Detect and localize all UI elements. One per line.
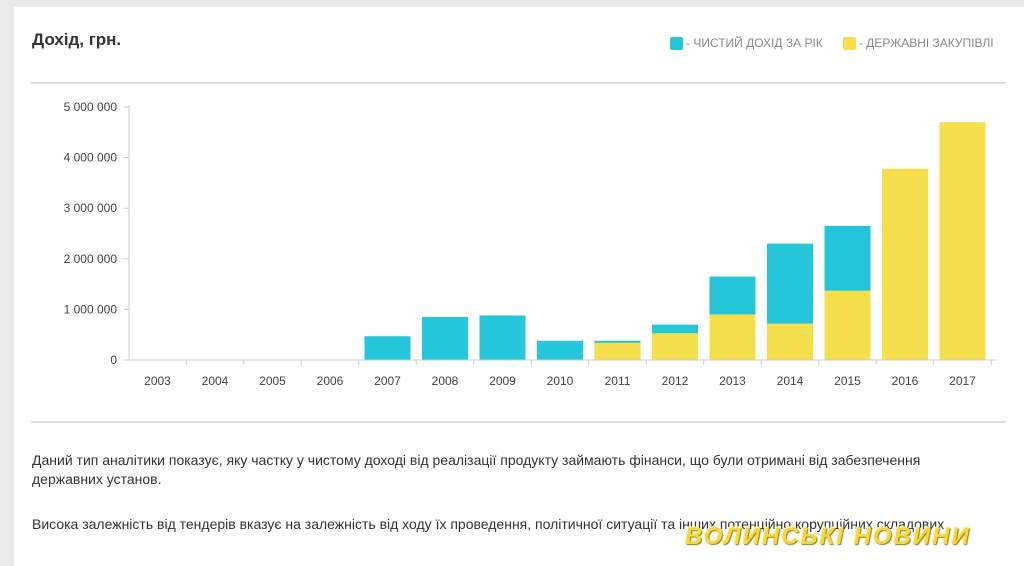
bar-net-income: [479, 315, 526, 360]
chart-title: Дохід, грн.: [32, 30, 122, 49]
bar-public-procurement: [882, 168, 928, 360]
x-tick-label: 2013: [719, 374, 746, 388]
watermark-logo: ВОЛИНСЬКІ НОВИНИ: [685, 523, 971, 550]
legend-item-public-procurement[interactable]: - ДЕРЖАВНІ ЗАКУПІВЛІ: [842, 36, 994, 50]
x-tick-label: 2017: [949, 374, 976, 388]
legend-item-net-income[interactable]: - ЧИСТИЙ ДОХІД ЗА РІК: [670, 36, 823, 50]
x-tick-label: 2014: [777, 374, 804, 388]
legend-swatch-net-income: [670, 36, 683, 50]
x-tick-label: 2004: [202, 374, 229, 388]
x-tick-label: 2010: [547, 374, 574, 388]
legend-swatch-public-procurement: [842, 36, 856, 50]
description-paragraph-1: Даний тип аналітики показує, яку частку …: [32, 452, 921, 487]
bar-public-procurement: [594, 342, 641, 360]
bar-chart: 0 1 000 000 2 000 000 3 000 000 4 000 000 5 0…: [64, 100, 996, 388]
description-paragraph-2: Висока залежність від тендерів вказує на…: [32, 516, 949, 532]
bottom-divider: [31, 421, 1006, 423]
x-tick-label: 2015: [834, 374, 861, 388]
x-tick-label: 2003: [144, 374, 171, 388]
y-tick-label: 3 000 000: [64, 201, 118, 215]
y-tick-label: 0: [110, 353, 117, 367]
legend-label-public-procurement: - ДЕРЖАВНІ ЗАКУПІВЛІ: [858, 36, 994, 50]
bar-public-procurement: [652, 333, 698, 360]
x-tick-label: 2016: [892, 374, 919, 388]
bar-net-income: [422, 316, 468, 360]
x-tick-label: 2007: [374, 374, 401, 388]
chart-legend: - ЧИСТИЙ ДОХІД ЗА РІК - ДЕРЖАВНІ ЗАКУПІВ…: [670, 36, 1014, 50]
y-tick-label: 1 000 000: [64, 302, 118, 316]
y-tick-label: 4 000 000: [64, 151, 118, 165]
bar-public-procurement: [939, 122, 986, 361]
y-tick-label: 5 000 000: [64, 100, 118, 114]
x-tick-label: 2012: [662, 374, 689, 388]
x-tick-label: 2009: [489, 374, 516, 388]
x-tick-label: 2006: [317, 374, 344, 388]
x-tick-label: 2005: [259, 374, 286, 388]
x-tick-label: 2011: [605, 374, 631, 388]
bar-net-income: [537, 340, 583, 360]
bar-net-income: [364, 336, 411, 360]
bar-public-procurement: [824, 290, 871, 360]
x-tick-label: 2008: [432, 374, 459, 388]
top-divider: [31, 82, 1006, 84]
legend-label-net-income: - ЧИСТИЙ ДОХІД ЗА РІК: [686, 36, 823, 50]
y-tick-label: 2 000 000: [64, 252, 118, 266]
bar-public-procurement: [767, 323, 813, 360]
bar-public-procurement: [709, 314, 756, 360]
